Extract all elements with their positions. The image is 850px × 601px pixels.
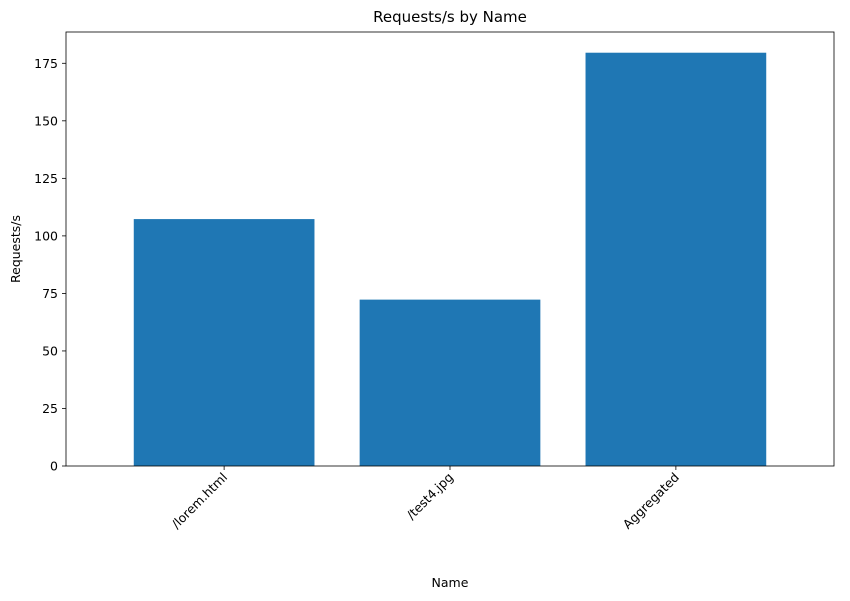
y-axis-title: Requests/s bbox=[8, 215, 23, 283]
bar bbox=[359, 299, 541, 466]
bars-layer bbox=[133, 52, 767, 466]
y-tick-label: 0 bbox=[50, 459, 58, 474]
x-tick-label: /lorem.html bbox=[168, 470, 230, 532]
y-tick-label: 175 bbox=[34, 56, 58, 71]
bar bbox=[585, 52, 767, 466]
chart-title: Requests/s by Name bbox=[373, 8, 527, 26]
y-ticks: 0 25 50 75 100 125 150 175 bbox=[34, 56, 66, 474]
x-tick-label: Aggregated bbox=[620, 470, 682, 532]
y-tick-label: 25 bbox=[42, 401, 58, 416]
y-tick-label: 100 bbox=[34, 228, 58, 243]
y-tick-label: 50 bbox=[42, 343, 58, 358]
y-tick-label: 125 bbox=[34, 171, 58, 186]
x-axis-title: Name bbox=[432, 575, 469, 590]
x-ticks: /lorem.html/test4.jpg Aggregated bbox=[168, 466, 682, 532]
x-tick-label: /test4.jpg bbox=[403, 470, 456, 523]
y-tick-label: 75 bbox=[42, 286, 58, 301]
bar bbox=[133, 219, 315, 466]
y-tick-label: 150 bbox=[34, 113, 58, 128]
